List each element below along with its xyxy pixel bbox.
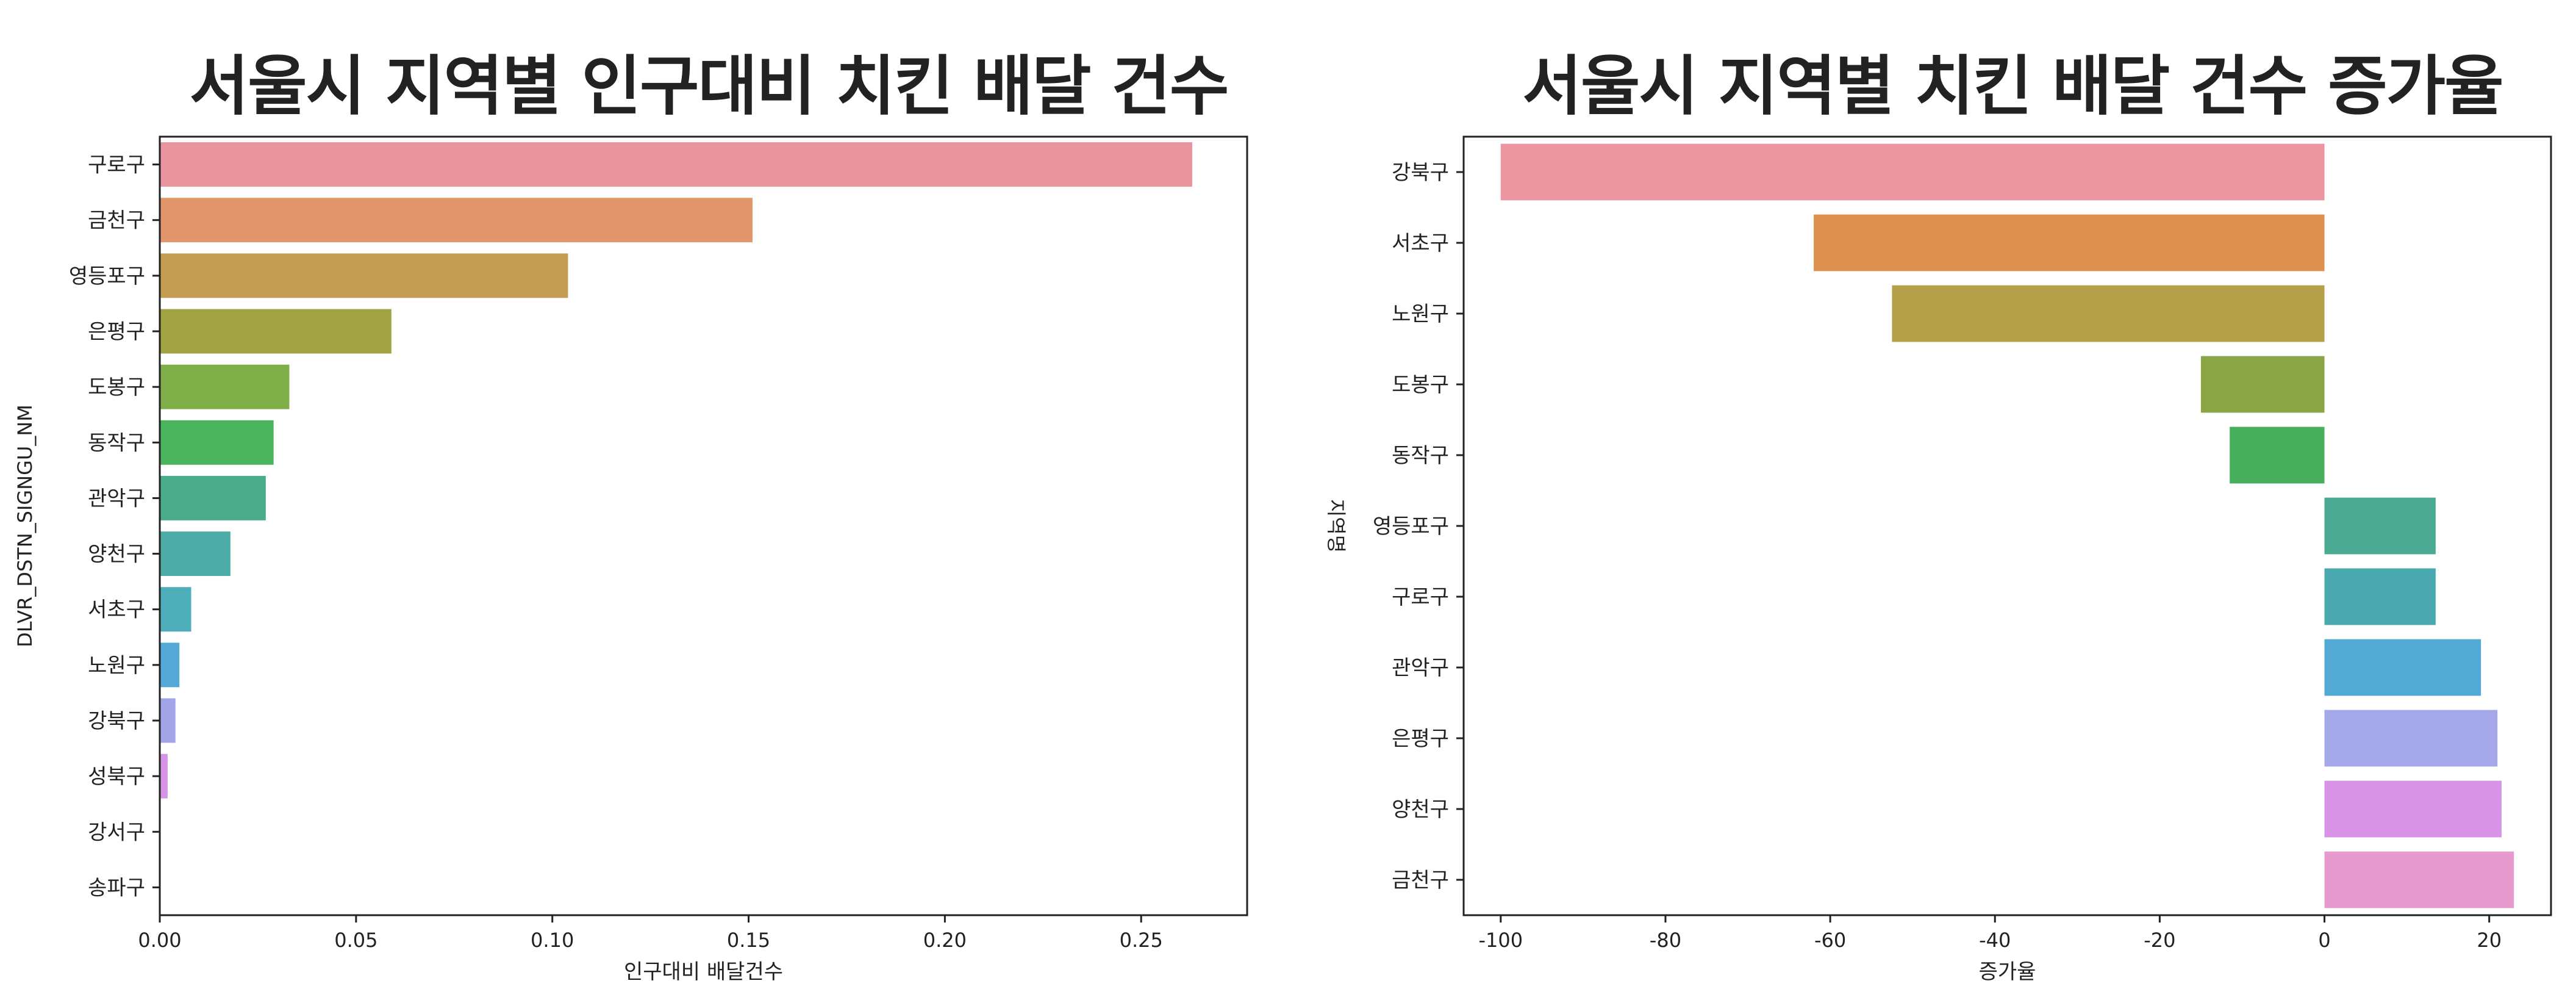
right-xtick-label-6: 20 bbox=[2477, 929, 2502, 952]
left-ytick-label-11: 성북구 bbox=[88, 764, 145, 789]
left-xtick-label-3: 0.15 bbox=[727, 929, 770, 952]
chart-title-left: 서울시 지역별 인구대비 치킨 배달 건수 bbox=[189, 49, 1229, 124]
right-xtick-label-0: -100 bbox=[1478, 929, 1523, 952]
left-xtick-label-2: 0.10 bbox=[531, 929, 574, 952]
left-bar-0 bbox=[160, 142, 1192, 187]
left-ytick-label-9: 노원구 bbox=[88, 653, 145, 678]
right-bar-7 bbox=[2324, 639, 2481, 696]
right-bar-5 bbox=[2324, 497, 2436, 555]
left-ytick-label-0: 구로구 bbox=[88, 153, 145, 178]
left-ytick-label-13: 송파구 bbox=[88, 876, 145, 900]
right-ytick-label-0: 강북구 bbox=[1392, 160, 1449, 185]
right-bar-1 bbox=[1814, 214, 2325, 272]
right-bar-10 bbox=[2324, 851, 2514, 908]
left-ytick-label-1: 금천구 bbox=[88, 209, 145, 233]
left-plot-frame bbox=[159, 135, 1248, 916]
chart-title-right: 서울시 지역별 치킨 배달 건수 증가율 bbox=[1522, 49, 2503, 124]
left-bar-11 bbox=[160, 754, 168, 799]
left-bar-2 bbox=[160, 253, 568, 298]
right-ytick-label-7: 관악구 bbox=[1392, 656, 1449, 680]
right-bar-0 bbox=[1500, 143, 2325, 201]
left-bar-4 bbox=[160, 364, 290, 409]
left-xtick-label-5: 0.25 bbox=[1120, 929, 1163, 952]
left-ytick-label-6: 관악구 bbox=[88, 486, 145, 511]
left-bar-8 bbox=[160, 587, 191, 632]
right-bar-6 bbox=[2324, 568, 2436, 625]
left-xaxis-label: 인구대비 배달건수 bbox=[624, 960, 783, 984]
left-ytick-label-10: 강북구 bbox=[88, 709, 145, 733]
left-bar-5 bbox=[160, 420, 274, 465]
left-ytick-label-12: 강서구 bbox=[88, 820, 145, 844]
left-xtick-label-1: 0.05 bbox=[334, 929, 377, 952]
left-ytick-label-5: 동작구 bbox=[88, 431, 145, 455]
right-bar-3 bbox=[2200, 356, 2325, 413]
right-bar-4 bbox=[2230, 426, 2325, 484]
left-bar-1 bbox=[160, 198, 753, 243]
right-bar-8 bbox=[2324, 710, 2498, 767]
right-plot-frame bbox=[1462, 135, 2552, 916]
right-xtick-label-3: -40 bbox=[1979, 929, 2011, 952]
left-bar-3 bbox=[160, 309, 392, 354]
right-ytick-label-6: 구로구 bbox=[1392, 585, 1449, 610]
right-xaxis-label: 증가율 bbox=[1979, 960, 2036, 984]
left-ytick-label-4: 도봉구 bbox=[88, 375, 145, 400]
left-ytick-label-7: 양천구 bbox=[88, 542, 145, 567]
right-xtick-label-2: -60 bbox=[1814, 929, 1846, 952]
left-ytick-label-3: 은평구 bbox=[88, 320, 145, 344]
right-ytick-label-2: 노원구 bbox=[1392, 302, 1449, 326]
right-ytick-label-4: 동작구 bbox=[1392, 444, 1449, 468]
right-ytick-label-9: 양천구 bbox=[1392, 797, 1449, 822]
right-ytick-label-1: 서초구 bbox=[1392, 231, 1449, 256]
right-bar-2 bbox=[1892, 285, 2325, 342]
right-xtick-label-5: 0 bbox=[2318, 929, 2330, 952]
right-xtick-label-1: -80 bbox=[1650, 929, 1681, 952]
left-yaxis-label: DLVR_DSTN_SIGNGU_NM bbox=[13, 405, 37, 647]
right-ytick-label-5: 영등포구 bbox=[1373, 514, 1449, 539]
right-ytick-label-8: 은평구 bbox=[1392, 727, 1449, 751]
left-bar-9 bbox=[160, 642, 180, 688]
right-yaxis-label: 지역명 bbox=[1325, 499, 1348, 553]
left-bar-7 bbox=[160, 531, 231, 577]
left-xtick-label-0: 0.00 bbox=[138, 929, 181, 952]
left-xtick-label-4: 0.20 bbox=[923, 929, 967, 952]
right-ytick-label-3: 도봉구 bbox=[1392, 373, 1449, 397]
right-xtick-label-4: -20 bbox=[2144, 929, 2175, 952]
left-bar-6 bbox=[160, 475, 266, 520]
left-ytick-label-8: 서초구 bbox=[88, 598, 145, 622]
right-ytick-label-10: 금천구 bbox=[1392, 868, 1449, 893]
left-bar-10 bbox=[160, 698, 176, 743]
left-ytick-label-2: 영등포구 bbox=[69, 264, 145, 289]
right-bar-9 bbox=[2324, 780, 2502, 838]
